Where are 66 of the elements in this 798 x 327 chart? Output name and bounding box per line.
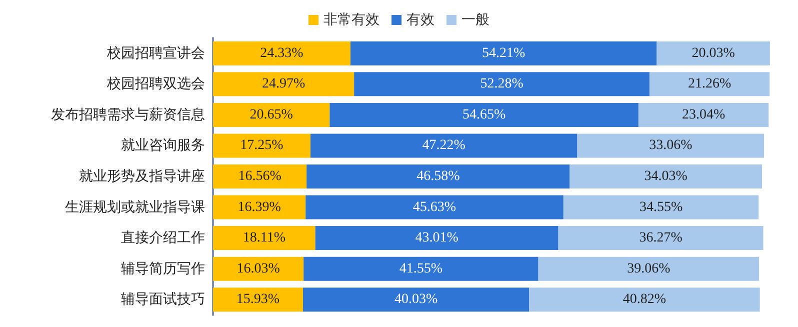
bar <box>315 226 558 250</box>
bar <box>213 256 304 281</box>
bar <box>638 102 769 127</box>
y-tick-label: 辅导简历写作 <box>121 260 205 277</box>
data-label: 47.22% <box>422 138 466 154</box>
bar <box>304 256 538 281</box>
data-label: 39.06% <box>627 261 671 276</box>
bar <box>213 288 304 312</box>
y-tick-label: 就业形势及指导讲座 <box>79 168 205 184</box>
bar <box>330 102 638 127</box>
y-tick-label: 就业咨询服务 <box>121 138 205 154</box>
data-label: 21.26% <box>688 76 732 92</box>
data-label: 24.33% <box>260 46 304 61</box>
data-label: 40.03% <box>394 292 438 308</box>
data-label: 54.21% <box>482 46 526 61</box>
data-label: 20.65% <box>250 107 294 122</box>
bar <box>213 72 354 96</box>
data-label: 43.01% <box>415 230 459 246</box>
bar <box>649 72 770 96</box>
data-label: 54.65% <box>462 107 506 122</box>
legend-label: 有效 <box>406 12 434 28</box>
y-tick-label: 校园招聘宣讲会 <box>106 45 205 62</box>
y-tick-label: 发布招聘需求与薪资信息 <box>51 106 205 123</box>
bar <box>577 134 764 158</box>
data-label: 46.58% <box>416 169 460 184</box>
bar <box>213 195 306 220</box>
bar <box>306 164 570 189</box>
legend-label: 一般 <box>462 12 490 28</box>
y-tick-label: 直接介绍工作 <box>121 230 205 246</box>
data-label: 20.03% <box>692 46 736 61</box>
bar <box>213 41 350 66</box>
y-tick-label: 辅导面试技巧 <box>121 292 205 308</box>
bar <box>213 164 307 189</box>
bar <box>563 195 759 220</box>
data-label: 36.27% <box>639 230 683 246</box>
y-tick-label: 校园招聘双选会 <box>106 76 205 92</box>
bar <box>213 226 316 250</box>
legend-label: 非常有效 <box>324 12 380 28</box>
y-tick-label: 生涯规划或就业指导课 <box>65 199 205 216</box>
data-label: 16.39% <box>238 200 282 215</box>
bar <box>213 102 330 127</box>
bar <box>354 72 650 96</box>
data-label: 41.55% <box>399 261 443 276</box>
data-label: 17.25% <box>240 138 284 154</box>
data-label: 18.11% <box>242 230 286 246</box>
data-label: 16.03% <box>236 261 280 276</box>
data-label: 52.28% <box>480 76 524 92</box>
bar <box>656 41 770 66</box>
bar <box>570 164 762 189</box>
data-label: 45.63% <box>412 200 456 215</box>
data-label: 34.55% <box>639 200 683 215</box>
bar <box>558 226 764 250</box>
data-label: 15.93% <box>236 292 280 308</box>
bar <box>303 288 530 312</box>
data-label: 40.82% <box>622 292 666 308</box>
data-label: 16.56% <box>238 169 282 184</box>
data-label: 23.04% <box>682 107 726 122</box>
bar <box>213 134 310 158</box>
bar <box>538 256 760 281</box>
data-label: 34.03% <box>644 169 688 184</box>
data-label: 24.97% <box>262 76 306 92</box>
bar <box>306 195 564 220</box>
bar <box>310 134 578 158</box>
data-label: 33.06% <box>649 138 693 154</box>
bar <box>350 41 657 66</box>
bar <box>529 288 760 312</box>
